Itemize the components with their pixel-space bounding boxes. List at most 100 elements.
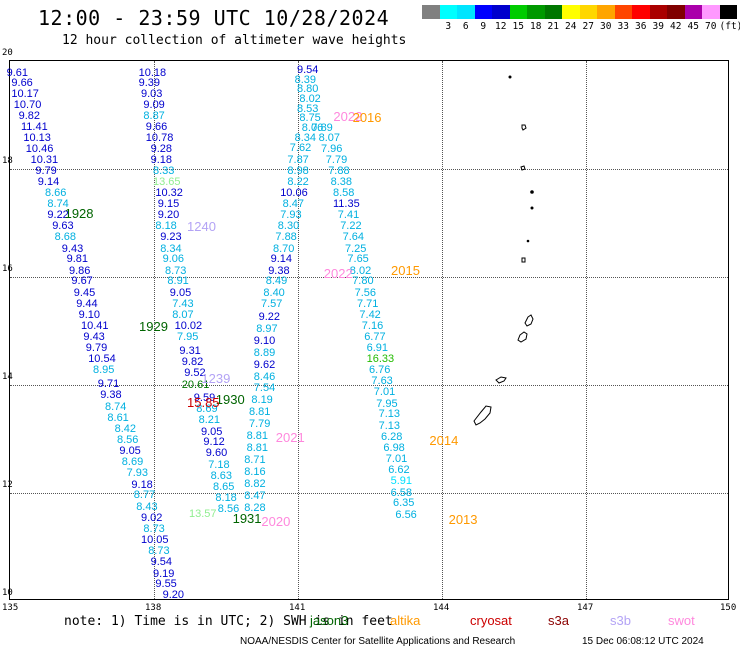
pass-time-label: 2015 bbox=[391, 262, 420, 278]
swh-value: 9.59 bbox=[193, 392, 216, 405]
satellite-cryosat: cryosat bbox=[470, 613, 512, 628]
swh-value: 9.14 bbox=[37, 176, 60, 189]
scale-label: 27 bbox=[582, 21, 594, 32]
swh-value: 8.39 bbox=[294, 73, 317, 86]
island-outline bbox=[517, 331, 528, 343]
swh-value: 10.41 bbox=[81, 319, 109, 332]
swh-value: 7.13 bbox=[378, 419, 401, 432]
color-swatch bbox=[632, 5, 650, 19]
swh-value: 8.33 bbox=[153, 164, 175, 177]
color-swatch bbox=[684, 5, 702, 19]
latitude-gridline bbox=[10, 169, 728, 170]
longitude-label: 141 bbox=[289, 603, 306, 613]
pass-time-label: 1239 bbox=[201, 370, 231, 386]
swh-value: 9.66 bbox=[145, 121, 168, 134]
longitude-label: 138 bbox=[145, 603, 162, 613]
island-dot bbox=[530, 190, 534, 194]
swh-value: 9.22 bbox=[47, 209, 69, 222]
swh-value: 9.23 bbox=[160, 231, 182, 244]
swh-value: 7.80 bbox=[352, 275, 374, 288]
swh-value: 8.80 bbox=[297, 83, 319, 96]
latitude-label: 10 bbox=[2, 588, 13, 598]
swh-value: 8.73 bbox=[165, 264, 187, 277]
swh-value: 8.97 bbox=[256, 323, 278, 335]
swh-value: 8.98 bbox=[287, 164, 309, 177]
swh-value: 9.82 bbox=[181, 356, 204, 369]
swh-value: 8.56 bbox=[117, 433, 139, 446]
color-swatch bbox=[579, 5, 597, 19]
swh-value: 9.66 bbox=[11, 77, 33, 90]
pass-time-label: 1240 bbox=[187, 219, 216, 235]
swh-value: 8.81 bbox=[246, 442, 269, 455]
swh-value: 8.63 bbox=[210, 469, 233, 482]
satellite-swot: swot bbox=[668, 613, 695, 628]
island-outline bbox=[524, 314, 534, 327]
swh-value: 8.07 bbox=[172, 308, 194, 321]
swh-value: 8.87 bbox=[143, 109, 165, 122]
island-dot bbox=[530, 206, 534, 210]
color-swatch bbox=[544, 5, 562, 19]
swh-value: 8.02 bbox=[349, 264, 372, 277]
scale-label: 33 bbox=[617, 21, 629, 32]
swh-value: 9.79 bbox=[85, 341, 108, 354]
swh-value: 8.81 bbox=[249, 406, 271, 419]
swh-value: 11.41 bbox=[21, 121, 48, 134]
swh-value: 8.61 bbox=[107, 411, 129, 424]
scale-label: 3 bbox=[445, 21, 452, 32]
color-swatch bbox=[562, 5, 580, 19]
swh-value: 7.95 bbox=[376, 397, 398, 410]
swh-value: 8.74 bbox=[105, 400, 127, 413]
swh-value: 8.47 bbox=[282, 198, 305, 211]
swh-value: 7.89 bbox=[311, 122, 333, 135]
scale-label: 36 bbox=[635, 21, 647, 32]
scale-label: 30 bbox=[600, 21, 612, 32]
pass-time-label: 2014 bbox=[429, 432, 459, 448]
swh-value: 10.70 bbox=[13, 98, 42, 111]
pass-time-label: 2022 bbox=[333, 109, 363, 125]
scale-label: 12 bbox=[495, 21, 507, 32]
island-dot bbox=[508, 75, 512, 79]
swh-value: 9.54 bbox=[297, 63, 319, 76]
swh-value: 8.34 bbox=[160, 242, 182, 255]
map-subtitle: 12 hour collection of altimeter wave hei… bbox=[62, 33, 407, 48]
pass-time-label: 1928 bbox=[64, 205, 94, 221]
swh-value: 7.79 bbox=[249, 418, 271, 431]
swh-value: 11.35 bbox=[333, 198, 360, 211]
swh-value: 7.88 bbox=[328, 164, 350, 177]
swh-value: 10.46 bbox=[25, 143, 54, 156]
scale-label: 42 bbox=[670, 21, 682, 32]
pass-time-label: 1931 bbox=[232, 511, 262, 526]
swh-value: 9.05 bbox=[169, 286, 192, 299]
swh-value: 9.22 bbox=[258, 311, 281, 324]
swh-value: 6.62 bbox=[388, 463, 410, 476]
latitude-label: 18 bbox=[2, 156, 13, 166]
satellite-s3b: s3b bbox=[610, 613, 631, 628]
swh-value: 8.66 bbox=[45, 186, 67, 199]
color-swatch bbox=[457, 5, 475, 19]
swh-value: 10.17 bbox=[11, 88, 39, 101]
swh-value: 9.20 bbox=[157, 209, 180, 222]
island-outline bbox=[495, 376, 507, 384]
swh-value: 7.88 bbox=[275, 231, 297, 244]
swh-value: 9.62 bbox=[253, 358, 276, 371]
swh-value: 9.44 bbox=[76, 297, 98, 310]
scale-label: 24 bbox=[565, 21, 577, 32]
swh-value: 6.98 bbox=[383, 441, 405, 454]
swh-value: 10.31 bbox=[30, 153, 59, 166]
pass-time-label: 1929 bbox=[139, 319, 168, 335]
swh-value: 7.18 bbox=[208, 458, 230, 471]
swh-value: 9.03 bbox=[141, 88, 163, 101]
pass-time-label: 2013 bbox=[448, 512, 478, 528]
swh-value: 20.61 bbox=[181, 378, 210, 391]
swh-value: 6.77 bbox=[364, 331, 386, 344]
satellite-s3a: s3a bbox=[548, 613, 569, 628]
swh-value: 9.81 bbox=[66, 253, 89, 266]
color-swatch bbox=[492, 5, 510, 19]
swh-value: 8.65 bbox=[213, 480, 235, 493]
island-dot bbox=[526, 239, 530, 243]
color-swatch bbox=[597, 5, 615, 19]
map-plot-area bbox=[9, 60, 729, 600]
swh-value: 9.79 bbox=[35, 164, 57, 177]
